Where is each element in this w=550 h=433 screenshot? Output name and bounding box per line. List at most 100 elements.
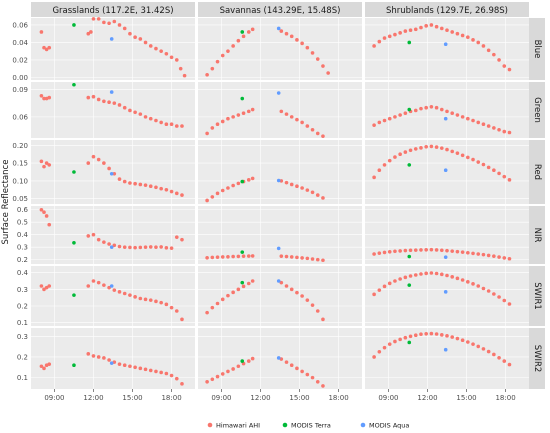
point-himawari-ahi bbox=[408, 274, 413, 278]
point-himawari-ahi bbox=[507, 130, 512, 135]
point-himawari-ahi bbox=[164, 371, 169, 376]
point-himawari-ahi bbox=[178, 66, 183, 71]
point-modis-aqua bbox=[443, 42, 448, 46]
point-modis-aqua bbox=[276, 279, 281, 283]
point-himawari-ahi bbox=[413, 273, 418, 277]
point-modis-terra bbox=[407, 107, 412, 112]
point-himawari-ahi bbox=[220, 119, 225, 124]
point-himawari-ahi bbox=[220, 255, 225, 259]
point-himawari-ahi bbox=[429, 23, 434, 27]
point-modis-aqua bbox=[443, 116, 448, 121]
point-himawari-ahi bbox=[424, 24, 428, 28]
point-himawari-ahi bbox=[398, 249, 402, 253]
point-himawari-ahi bbox=[210, 377, 215, 382]
point-himawari-ahi bbox=[91, 94, 96, 99]
band-strip-label: SWIR2 bbox=[532, 345, 542, 373]
point-himawari-ahi bbox=[413, 147, 418, 151]
point-modis-aqua bbox=[443, 347, 448, 352]
point-himawari-ahi bbox=[497, 255, 501, 259]
point-himawari-ahi bbox=[497, 295, 501, 299]
point-himawari-ahi bbox=[502, 256, 507, 260]
point-himawari-ahi bbox=[310, 190, 315, 195]
point-himawari-ahi bbox=[310, 303, 315, 307]
point-himawari-ahi bbox=[143, 115, 148, 119]
point-himawari-ahi bbox=[107, 285, 111, 290]
point-himawari-ahi bbox=[305, 372, 310, 377]
point-himawari-ahi bbox=[471, 38, 475, 42]
point-himawari-ahi bbox=[460, 115, 465, 119]
point-himawari-ahi bbox=[408, 334, 413, 339]
point-himawari-ahi bbox=[300, 369, 304, 374]
point-modis-aqua bbox=[276, 91, 281, 95]
point-himawari-ahi bbox=[128, 108, 132, 113]
point-himawari-ahi bbox=[310, 127, 315, 132]
point-himawari-ahi bbox=[96, 97, 101, 102]
point-himawari-ahi bbox=[102, 20, 106, 25]
point-himawari-ahi bbox=[372, 355, 376, 359]
point-himawari-ahi bbox=[310, 257, 315, 261]
point-himawari-ahi bbox=[305, 188, 310, 192]
point-himawari-ahi bbox=[377, 120, 382, 125]
point-himawari-ahi bbox=[398, 113, 402, 117]
point-himawari-ahi bbox=[154, 118, 158, 123]
band-strip-blue bbox=[529, 18, 545, 80]
point-himawari-ahi bbox=[180, 124, 184, 128]
point-modis-terra bbox=[407, 254, 412, 259]
point-himawari-ahi bbox=[450, 275, 455, 279]
point-himawari-ahi bbox=[295, 366, 299, 371]
point-himawari-ahi bbox=[138, 37, 143, 41]
point-himawari-ahi bbox=[42, 366, 46, 371]
point-modis-aqua bbox=[276, 26, 281, 31]
point-himawari-ahi bbox=[107, 358, 111, 362]
point-himawari-ahi bbox=[393, 115, 397, 119]
point-himawari-ahi bbox=[159, 245, 163, 249]
point-himawari-ahi bbox=[148, 298, 153, 302]
point-himawari-ahi bbox=[460, 33, 465, 38]
point-himawari-ahi bbox=[148, 116, 153, 121]
point-himawari-ahi bbox=[96, 237, 101, 242]
point-himawari-ahi bbox=[148, 184, 153, 189]
point-himawari-ahi bbox=[460, 153, 465, 158]
point-himawari-ahi bbox=[326, 71, 330, 75]
panel-nir-3 bbox=[365, 206, 529, 264]
site-strip-2 bbox=[198, 2, 362, 17]
y-tick-label: 0.1 bbox=[17, 374, 28, 382]
point-himawari-ahi bbox=[102, 99, 106, 104]
point-himawari-ahi bbox=[107, 166, 111, 171]
point-himawari-ahi bbox=[241, 111, 246, 116]
x-tick-label: 15:00 bbox=[456, 394, 476, 402]
point-himawari-ahi bbox=[215, 255, 220, 259]
x-tick-label: 12:00 bbox=[417, 394, 437, 402]
point-himawari-ahi bbox=[236, 181, 241, 186]
x-tick-label: 12:00 bbox=[250, 394, 270, 402]
point-himawari-ahi bbox=[143, 245, 148, 249]
point-himawari-ahi bbox=[486, 349, 491, 354]
point-himawari-ahi bbox=[246, 359, 251, 363]
point-himawari-ahi bbox=[250, 254, 255, 258]
point-modis-terra bbox=[240, 179, 245, 184]
point-himawari-ahi bbox=[486, 124, 491, 128]
point-himawari-ahi bbox=[450, 111, 455, 116]
point-himawari-ahi bbox=[502, 64, 507, 68]
point-himawari-ahi bbox=[439, 272, 444, 277]
point-himawari-ahi bbox=[102, 356, 106, 360]
point-himawari-ahi bbox=[466, 340, 470, 344]
y-tick-label: 0.3 bbox=[17, 286, 28, 294]
point-himawari-ahi bbox=[476, 344, 481, 349]
point-himawari-ahi bbox=[91, 154, 96, 159]
point-himawari-ahi bbox=[305, 256, 310, 261]
point-himawari-ahi bbox=[107, 100, 111, 104]
point-modis-aqua bbox=[443, 255, 448, 259]
point-himawari-ahi bbox=[220, 297, 225, 302]
point-himawari-ahi bbox=[429, 331, 434, 336]
point-himawari-ahi bbox=[174, 309, 179, 313]
y-tick-label: 0.3 bbox=[17, 244, 28, 252]
point-himawari-ahi bbox=[133, 181, 137, 186]
point-himawari-ahi bbox=[180, 382, 184, 386]
point-himawari-ahi bbox=[169, 122, 174, 127]
point-himawari-ahi bbox=[236, 364, 241, 369]
point-himawari-ahi bbox=[455, 113, 460, 117]
point-himawari-ahi bbox=[122, 26, 127, 31]
point-himawari-ahi bbox=[236, 38, 241, 43]
point-himawari-ahi bbox=[429, 247, 434, 252]
